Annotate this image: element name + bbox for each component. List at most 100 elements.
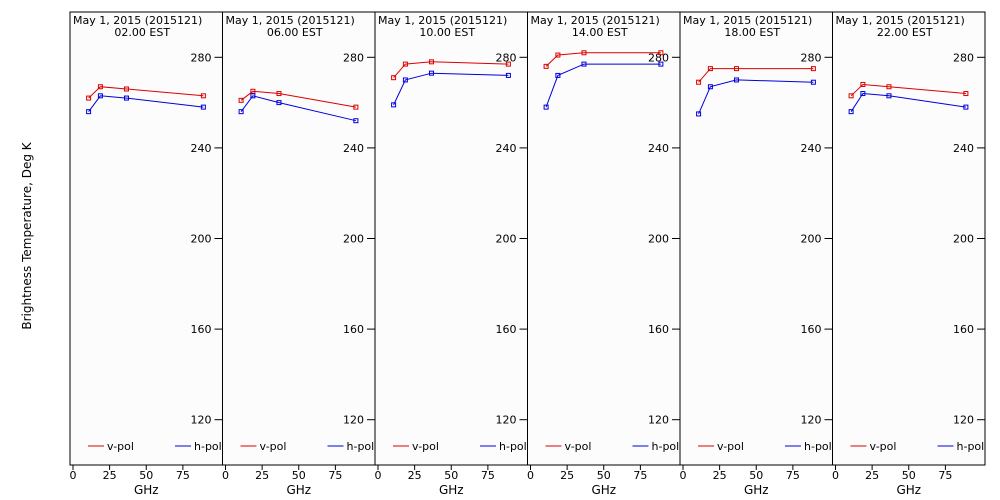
panel-frame	[374, 11, 528, 466]
h-pol-point	[353, 118, 359, 124]
legend-label-v-pol: v-pol	[107, 440, 134, 453]
v-pol-point	[97, 84, 103, 90]
v-pol-point	[86, 95, 92, 101]
panel-title: May 1, 2015 (2015121)	[683, 14, 812, 27]
h-pol-point	[581, 61, 587, 67]
x-axis-label: GHz	[896, 483, 921, 497]
y-tick-label: 160	[191, 323, 212, 336]
y-tick-label: 240	[343, 142, 364, 155]
v-pol-line	[545, 52, 661, 67]
y-tick-label: 200	[801, 233, 822, 246]
x-tick-label: 50	[749, 469, 763, 482]
x-tick-label: 75	[176, 469, 190, 482]
v-pol-point	[428, 59, 434, 65]
x-tick-label: 75	[328, 469, 342, 482]
panel-subtitle: 06.00 EST	[267, 26, 323, 39]
chart-panel-6: May 1, 2015 (2015121)22.00 EST 120 160 200 2…	[832, 11, 986, 497]
h-pol-point	[860, 91, 866, 97]
panel-subtitle: 02.00 EST	[114, 26, 170, 39]
x-axis-label: GHz	[134, 483, 159, 497]
h-pol-line	[850, 92, 966, 112]
y-tick-label: 160	[496, 323, 517, 336]
x-tick-label: 75	[481, 469, 495, 482]
panels-group: May 1, 2015 (2015121)02.00 EST1201602002…	[69, 11, 986, 497]
h-pol-point	[97, 93, 103, 99]
v-pol-point	[353, 104, 359, 110]
x-tick-label: 0	[680, 469, 687, 482]
legend-label-v-pol: v-pol	[260, 440, 287, 453]
x-axis-label: GHz	[591, 483, 616, 497]
legend-label-h-pol: h-pol	[499, 440, 527, 453]
y-tick-label: 280	[496, 51, 517, 64]
y-tick-label: 120	[801, 414, 822, 427]
v-pol-point	[123, 86, 129, 92]
y-tick-label: 240	[648, 142, 669, 155]
x-axis-label: GHz	[286, 483, 311, 497]
h-pol-point	[428, 70, 434, 76]
v-pol-line	[88, 86, 204, 99]
panel-subtitle: 22.00 EST	[877, 26, 933, 39]
y-tick-label: 240	[191, 142, 212, 155]
y-tick-label: 240	[801, 142, 822, 155]
h-pol-line	[393, 72, 509, 106]
x-tick-label: 25	[560, 469, 574, 482]
v-pol-point	[860, 81, 866, 87]
h-pol-line	[240, 95, 357, 122]
h-pol-point	[250, 93, 256, 99]
x-tick-label: 0	[832, 469, 839, 482]
x-tick-label: 25	[865, 469, 879, 482]
panel-title: May 1, 2015 (2015121)	[378, 14, 507, 27]
x-tick-label: 75	[786, 469, 800, 482]
v-pol-point	[886, 84, 892, 90]
x-tick-label: 50	[139, 469, 153, 482]
h-pol-line	[88, 95, 204, 112]
h-pol-point	[707, 84, 713, 90]
y-axis-label: Brightness Temperature, Deg K	[20, 141, 34, 329]
x-tick-label: 75	[633, 469, 647, 482]
panel-frame	[69, 11, 223, 466]
x-axis-label: GHz	[744, 483, 769, 497]
panel-title: May 1, 2015 (2015121)	[836, 14, 965, 27]
y-tick-label: 280	[953, 51, 974, 64]
y-tick-label: 280	[343, 51, 364, 64]
x-tick-label: 75	[938, 469, 952, 482]
legend-label-h-pol: h-pol	[957, 440, 985, 453]
legend-label-h-pol: h-pol	[347, 440, 375, 453]
v-pol-point	[733, 66, 739, 72]
y-tick-label: 200	[496, 233, 517, 246]
y-tick-label: 280	[801, 51, 822, 64]
y-tick-label: 200	[953, 233, 974, 246]
v-pol-point	[250, 88, 256, 94]
y-tick-label: 280	[648, 51, 669, 64]
y-tick-label: 200	[343, 233, 364, 246]
legend-label-v-pol: v-pol	[717, 440, 744, 453]
h-pol-point	[238, 109, 244, 115]
panel-subtitle: 10.00 EST	[419, 26, 475, 39]
h-pol-point	[200, 104, 206, 110]
panel-subtitle: 18.00 EST	[724, 26, 780, 39]
v-pol-point	[391, 75, 397, 81]
legend-label-h-pol: h-pol	[194, 440, 222, 453]
v-pol-point	[200, 93, 206, 99]
y-tick-label: 160	[343, 323, 364, 336]
v-pol-point	[402, 61, 408, 67]
x-tick-label: 25	[255, 469, 269, 482]
h-pol-point	[123, 95, 129, 101]
x-tick-label: 0	[375, 469, 382, 482]
y-tick-label: 120	[343, 414, 364, 427]
x-tick-label: 25	[408, 469, 422, 482]
v-pol-line	[393, 61, 509, 79]
y-tick-label: 240	[953, 142, 974, 155]
legend-label-h-pol: h-pol	[652, 440, 680, 453]
h-pol-point	[505, 72, 511, 78]
panel-title: May 1, 2015 (2015121)	[73, 14, 202, 27]
h-pol-point	[696, 111, 702, 117]
panel-frame	[222, 11, 376, 466]
panel-title: May 1, 2015 (2015121)	[531, 14, 660, 27]
h-pol-line	[698, 79, 814, 115]
v-pol-point	[543, 63, 549, 69]
h-pol-point	[391, 102, 397, 108]
h-pol-point	[86, 109, 92, 115]
h-pol-point	[810, 79, 816, 85]
